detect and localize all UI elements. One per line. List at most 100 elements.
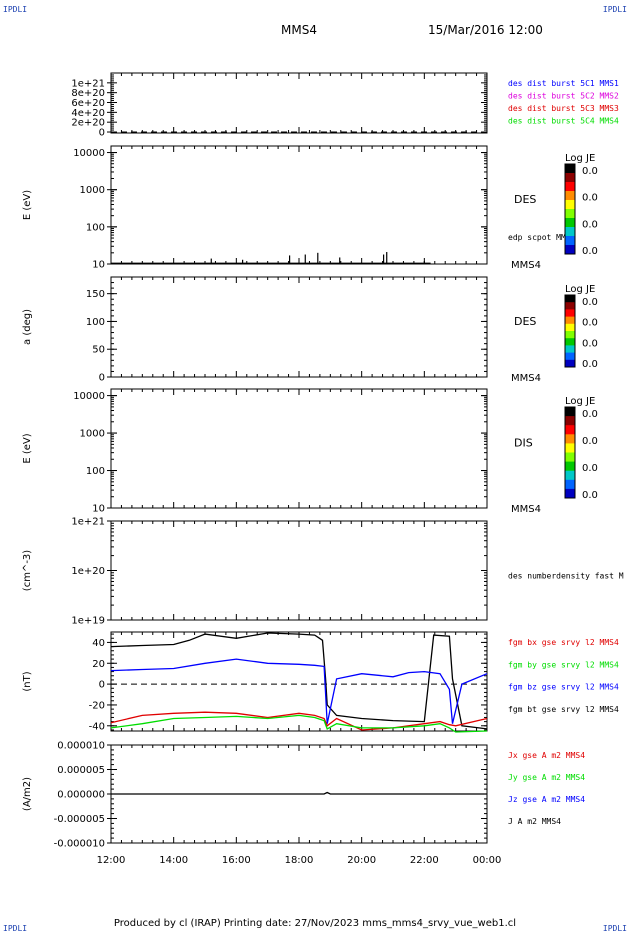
y-axis-label: E (eV) [22,190,33,220]
y-tick-label: 4e+20 [71,108,105,119]
y-tick-label: 10 [92,504,105,515]
legend-entry: des dist burst 5C4 MMS4 [508,117,619,126]
y-tick-label: 100 [86,317,105,328]
colorbar-swatch [565,407,575,417]
spacecraft-title: MMS4 [281,23,317,37]
y-axis-label: E (eV) [22,433,33,463]
y-tick-label: -0.000010 [54,839,105,850]
y-tick-label: 40 [92,638,105,649]
y-ticks-des_e: 10 100 1000 10000 [73,148,487,271]
panel-frame [110,72,488,134]
y-axis-label: (nT) [22,671,33,691]
corner-label-bottom-right: IPDLI [602,924,627,933]
colorbar-swatch [565,227,575,237]
colorbar-swatch [565,182,575,192]
colorbar-swatch [565,164,575,174]
colorbar-swatch [565,452,575,463]
y-tick-label: 6e+20 [71,98,105,109]
corner-label-top-right: IPDLI [602,5,627,14]
y-tick-label: 20 [92,659,105,670]
y-tick-label: 1e+21 [71,78,105,89]
y-ticks-curdens: -0.000010 -0.000005 0.000000 0.000005 0.0000… [54,741,487,850]
colorbar-label: 0.0 [582,166,598,177]
colorbar-swatch [565,200,575,210]
panel-frame [110,631,488,732]
colorbar-swatch [565,434,575,444]
legend-entry: Jy gse A m2 MMS4 [508,773,585,782]
y-tick-label: 0 [99,128,105,139]
y-ticks-dis_e: 10 100 1000 10000 [73,391,487,515]
colorbar-swatch [565,173,575,183]
legend-entry: Jx gse A m2 MMS4 [508,751,585,760]
colorbar-label: 0.0 [582,436,598,447]
y-tick-label: -40 [89,721,105,732]
panel-des_pa: 0 50 100 150 a (deg) DES MMS4 Log JE 0.0 0.0 0.0 0.… [22,276,598,384]
colorbar-frame [564,406,576,499]
colorbar-swatch [565,302,575,310]
colorbar-frame [564,294,576,368]
x-tick-label: 14:00 [159,855,188,866]
y-tick-label: 1000 [80,185,105,196]
instrument-tag: DES [514,315,536,328]
spacecraft-tag: MMS4 [511,504,541,515]
colorbar-swatch [565,443,575,453]
series-line [110,632,488,730]
y-axis-label: a (deg) [22,309,33,345]
corner-label-top-left: IPDLI [3,5,28,14]
series-line [111,791,487,795]
y-tick-label: 0.000000 [57,790,105,801]
colorbar-label: 0.0 [582,318,598,329]
panel-fgm: -40 -20 0 20 40 (nT) fgm bx gse srvy l2 MMS4 fg… [22,631,619,733]
y-tick-label: -20 [89,700,105,711]
colorbar-title: Log JE [565,284,595,295]
legend-entry: J A m2 MMS4 [508,817,561,826]
panel-frame [110,520,488,621]
y-tick-label: 1e+19 [71,616,105,627]
y-tick-label: 8e+20 [71,88,105,99]
colorbar-swatch [565,352,575,361]
legend-entry: fgm by gse srvy l2 MMS4 [508,660,619,669]
y-tick-label: 10000 [73,148,105,159]
colorbar-title: Log JE [565,396,595,407]
legend-entry: des dist burst 5C3 MMS3 [508,104,619,113]
y-tick-label: 1e+21 [71,517,105,528]
colorbar-swatch [565,209,575,219]
panel-density: 1e+19 1e+20 1e+21 (cm^-3) des numberdensity … [22,517,624,627]
y-axis-label: (A/m2) [22,777,33,811]
x-tick-label: 16:00 [222,855,251,866]
colorbar-frame [564,163,576,255]
series-line [110,658,488,724]
colorbar-swatch [565,236,575,246]
panel-frame [110,276,488,378]
instrument-tag: DES [514,193,536,206]
colorbar-swatch [565,345,575,354]
date-time-title: 15/Mar/2016 12:00 [428,23,543,37]
footer-credits: Produced by cl (IRAP) Printing date: 27/… [113,918,517,929]
series-line [110,714,488,733]
legend-entry: fgm bx gse srvy l2 MMS4 [508,638,619,647]
colorbar-label: 0.0 [582,463,598,474]
legend-entry: des dist burst 5C1 MMS1 [508,79,619,88]
corner-label-bottom-left: IPDLI [3,924,28,933]
colorbar-swatch [565,488,575,499]
y-tick-label: 2e+20 [71,118,105,129]
panel-dis_e: 10 100 1000 10000 E (eV) DIS MMS4 Log JE 0.0 0.0 0… [22,388,598,515]
colorbar-label: 0.0 [582,338,598,349]
y-tick-label: 10000 [73,391,105,402]
colorbar-label: 0.0 [582,193,598,204]
colorbar-swatch [565,470,575,481]
x-tick-label: 18:00 [285,855,314,866]
y-tick-label: 0.000005 [57,765,105,776]
colorbar-swatch [565,338,575,346]
y-tick-label: 100 [86,466,105,477]
y-tick-label: 1000 [80,429,105,440]
colorbar-label: 0.0 [582,409,598,420]
colorbar-label: 0.0 [582,219,598,230]
y-tick-label: 0 [99,373,105,384]
y-tick-label: 0 [99,680,105,691]
colorbar-label: 0.0 [582,297,598,308]
y-ticks-des_pa: 0 50 100 150 [86,276,487,384]
colorbar-swatch [565,295,575,303]
